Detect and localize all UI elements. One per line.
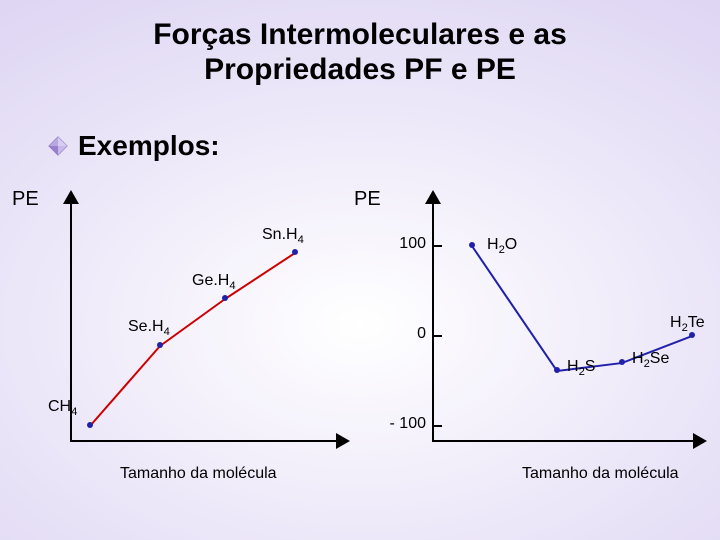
data-point-label: CH4 xyxy=(48,398,77,418)
x-axis-label-right: Tamanho da molécula xyxy=(522,465,679,483)
arrow-right-icon xyxy=(334,433,350,449)
data-point xyxy=(87,422,93,428)
data-point xyxy=(554,367,560,373)
x-axis-left xyxy=(70,440,336,442)
y-tick-label: 100 xyxy=(372,235,426,253)
arrow-up-icon xyxy=(425,190,441,206)
bullet-row: Exemplos: xyxy=(48,130,220,162)
y-axis-right xyxy=(432,202,434,440)
data-point-label: Sn.H4 xyxy=(262,226,304,246)
y-tick-label: - 100 xyxy=(372,415,426,433)
data-point xyxy=(222,295,228,301)
title-line-2: Propriedades PF e PE xyxy=(0,53,720,88)
data-point-label: Se.H4 xyxy=(128,318,170,338)
bullet-text: Exemplos: xyxy=(78,130,220,162)
data-point xyxy=(619,359,625,365)
y-tick xyxy=(432,245,442,247)
data-point xyxy=(469,242,475,248)
chart-line xyxy=(89,345,161,426)
data-point-label: H2O xyxy=(487,236,517,256)
data-point xyxy=(157,342,163,348)
title-line-1: Forças Intermoleculares e as xyxy=(0,18,720,53)
chart-right: PE 1000- 100 H2OH2SH2SeH2Te Tamanho da m… xyxy=(372,190,707,470)
x-axis-right xyxy=(432,440,693,442)
page-title: Forças Intermoleculares e as Propriedade… xyxy=(0,18,720,87)
data-point-label: H2S xyxy=(567,358,595,378)
y-tick xyxy=(432,425,442,427)
diamond-bullet-icon xyxy=(48,136,68,156)
y-tick xyxy=(432,335,442,337)
data-point xyxy=(292,249,298,255)
y-axis-label-left: PE xyxy=(12,188,39,211)
chart-left: PE CH4Se.H4Ge.H4Sn.H4 Tamanho da molécul… xyxy=(30,190,350,470)
x-axis-label-left: Tamanho da molécula xyxy=(120,465,277,483)
y-axis-label-right: PE xyxy=(354,188,381,211)
data-point-label: Ge.H4 xyxy=(192,272,236,292)
arrow-right-icon xyxy=(691,433,707,449)
arrow-up-icon xyxy=(63,190,79,206)
y-tick-label: 0 xyxy=(372,325,426,343)
chart-line xyxy=(471,245,558,371)
data-point-label: H2Se xyxy=(632,350,669,370)
data-point-label: H2Te xyxy=(670,314,705,334)
